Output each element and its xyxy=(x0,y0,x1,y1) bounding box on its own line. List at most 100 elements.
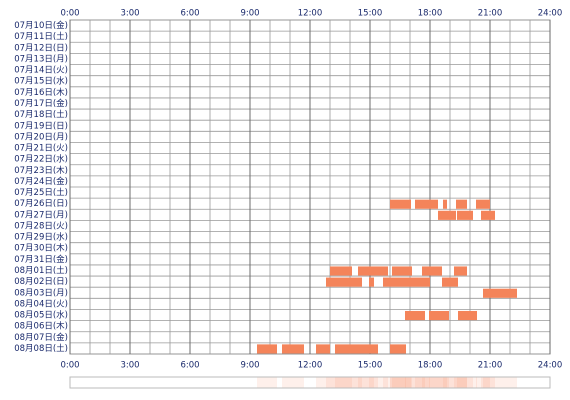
activity-bar xyxy=(476,199,490,209)
x-tick-label: 12:00 xyxy=(298,361,323,371)
activity-bar xyxy=(442,277,458,287)
row-label: 07月14日(火) xyxy=(14,66,68,76)
activity-bar xyxy=(422,266,442,276)
row-label: 07月16日(木) xyxy=(14,87,68,98)
activity-bar xyxy=(443,199,447,209)
row-label: 08月07日(金) xyxy=(14,332,68,343)
summary-segment xyxy=(390,377,411,388)
row-label: 08月03日(月) xyxy=(14,288,68,298)
summary-segment xyxy=(330,377,352,388)
row-label: 07月13日(月) xyxy=(14,54,68,64)
row-label: 08月05日(水) xyxy=(14,310,68,321)
x-tick-label: 3:00 xyxy=(120,9,139,19)
summary-segment xyxy=(390,377,406,388)
summary-segment xyxy=(476,377,490,388)
summary-segment xyxy=(257,377,277,388)
activity-bar xyxy=(415,199,438,209)
summary-segment xyxy=(282,377,304,388)
summary-segment xyxy=(335,377,378,388)
x-tick-label: 21:00 xyxy=(478,361,503,371)
x-tick-label: 24:00 xyxy=(538,361,563,371)
x-tick-label: 12:00 xyxy=(298,9,323,19)
activity-bar xyxy=(330,266,352,276)
row-label: 07月19日(日) xyxy=(14,121,68,131)
activity-bar xyxy=(481,210,495,220)
row-label: 08月08日(土) xyxy=(14,343,68,354)
summary-strip xyxy=(69,376,551,389)
x-tick-label: 6:00 xyxy=(180,361,199,371)
summary-segment xyxy=(392,377,412,388)
activity-bar xyxy=(390,199,411,209)
row-label: 07月28日(火) xyxy=(14,221,68,231)
x-tick-label: 3:00 xyxy=(120,361,139,371)
activity-bar xyxy=(390,344,406,354)
activity-bar xyxy=(316,344,330,354)
activity-bar xyxy=(392,266,412,276)
activity-bar xyxy=(458,310,477,321)
summary-segment xyxy=(415,377,438,388)
activity-bar xyxy=(282,344,304,354)
activity-bar xyxy=(438,210,456,220)
row-label: 07月27日(月) xyxy=(14,210,68,220)
summary-segment xyxy=(442,377,458,388)
row-label: 07月21日(火) xyxy=(14,144,68,154)
activity-bar xyxy=(369,277,374,287)
x-tick-label: 18:00 xyxy=(418,9,443,19)
row-label: 08月04日(火) xyxy=(14,299,68,309)
x-tick-label: 21:00 xyxy=(478,9,503,19)
summary-segment xyxy=(457,377,473,388)
x-tick-label: 15:00 xyxy=(358,9,383,19)
summary-segment xyxy=(454,377,467,388)
row-label: 07月15日(水) xyxy=(14,76,68,87)
row-label: 08月02日(日) xyxy=(14,277,68,287)
summary-segment xyxy=(438,377,456,388)
summary-segment xyxy=(429,377,449,388)
activity-bar xyxy=(429,310,449,321)
activity-bar xyxy=(326,277,362,287)
row-label: 07月10日(金) xyxy=(14,20,68,31)
summary-segment xyxy=(383,377,430,388)
x-tick-label: 9:00 xyxy=(240,9,259,19)
summary-segment xyxy=(422,377,442,388)
row-label: 07月26日(日) xyxy=(14,199,68,209)
summary-segment xyxy=(458,377,477,388)
row-label: 08月01日(土) xyxy=(14,265,68,276)
activity-bar xyxy=(383,277,430,287)
x-tick-label: 18:00 xyxy=(418,361,443,371)
activity-bar xyxy=(257,344,277,354)
activity-bar xyxy=(405,310,425,321)
summary-segment xyxy=(326,377,362,388)
row-label: 07月25日(土) xyxy=(14,187,68,198)
row-label: 07月31日(金) xyxy=(14,254,68,265)
row-label: 07月11日(土) xyxy=(14,31,68,42)
row-label: 07月29日(水) xyxy=(14,232,68,243)
summary-segment xyxy=(456,377,467,388)
activity-bar xyxy=(457,210,473,220)
row-label: 07月24日(金) xyxy=(14,176,68,187)
summary-segment xyxy=(443,377,447,388)
summary-segment xyxy=(405,377,425,388)
row-label: 08月06日(木) xyxy=(14,321,68,332)
activity-bar xyxy=(456,199,467,209)
activity-bar xyxy=(454,266,467,276)
row-label: 07月30日(木) xyxy=(14,243,68,254)
x-tick-label: 6:00 xyxy=(180,9,199,19)
activity-bar xyxy=(358,266,388,276)
x-tick-label: 9:00 xyxy=(240,361,259,371)
row-label: 07月22日(水) xyxy=(14,154,68,165)
row-label: 07月20日(月) xyxy=(14,132,68,142)
activity-bar xyxy=(335,344,378,354)
x-tick-label: 0:00 xyxy=(60,361,79,371)
x-tick-label: 0:00 xyxy=(60,9,79,19)
summary-segment xyxy=(481,377,495,388)
x-tick-label: 15:00 xyxy=(358,361,383,371)
summary-segment xyxy=(483,377,517,388)
summary-segment xyxy=(316,377,330,388)
summary-segment xyxy=(369,377,374,388)
row-label: 07月12日(日) xyxy=(14,43,68,53)
row-label: 07月18日(土) xyxy=(14,109,68,120)
row-label: 07月23日(木) xyxy=(14,165,68,176)
x-tick-label: 24:00 xyxy=(538,9,563,19)
row-label: 07月17日(金) xyxy=(14,98,68,109)
